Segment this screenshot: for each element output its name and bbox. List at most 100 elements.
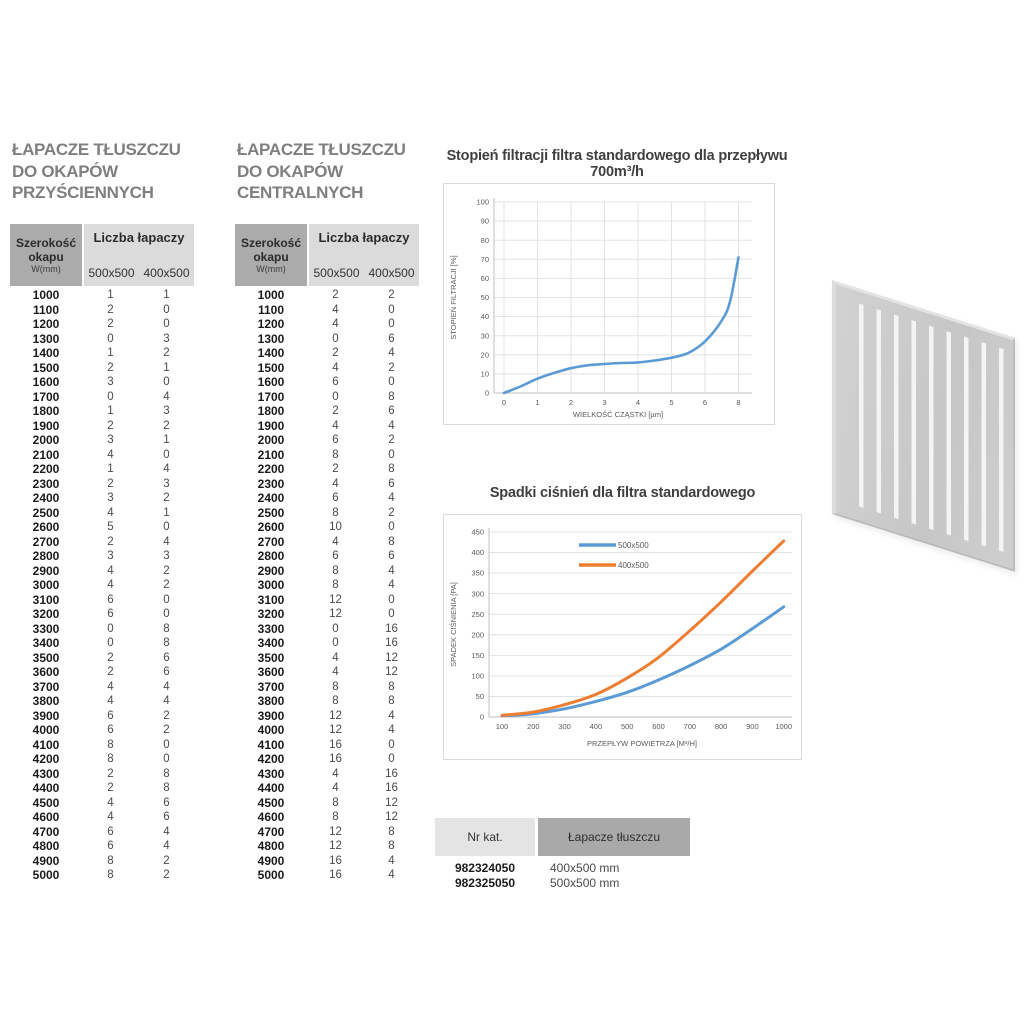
table-cell: 3 — [163, 550, 170, 562]
svg-text:4: 4 — [636, 398, 640, 407]
table-cell: 6 — [107, 724, 114, 736]
table-row: 1000 2 2 — [235, 288, 419, 303]
table-cell: 16 — [329, 753, 342, 765]
table-cell: 16 — [385, 622, 398, 635]
table-cell: 2 — [388, 361, 395, 374]
table-cell: 0 — [332, 332, 339, 345]
table-cell: 3 — [107, 492, 114, 504]
svg-text:500x500: 500x500 — [618, 541, 649, 550]
table-row: 1000 1 1 — [10, 288, 194, 303]
table-cell: 4 — [388, 724, 395, 736]
table-cell: 2800 — [257, 549, 285, 563]
table-cell: 1 — [163, 289, 170, 301]
table-cell: 4200 — [257, 752, 285, 766]
table-cell: 3400 — [32, 636, 60, 650]
grease-catchers-header: Łapacze tłuszczu — [538, 818, 690, 856]
table-cell: 3100 — [32, 592, 60, 607]
table-cell: 1600 — [257, 375, 285, 389]
header-unit-label: W(mm) — [256, 263, 286, 274]
table-cell: 1200 — [32, 317, 60, 331]
table-header: Szerokość okapu W(mm) Liczba łapaczy 500… — [235, 224, 419, 286]
wall-hoods-table: Szerokość okapu W(mm) Liczba łapaczy 500… — [10, 224, 194, 883]
table-cell: 12 — [329, 709, 342, 722]
table-cell: 6 — [107, 709, 114, 722]
svg-text:SPADEK CIŚNIENIA [PA]: SPADEK CIŚNIENIA [PA] — [449, 582, 458, 667]
table-body: 1000 2 2 1100 4 0 1200 4 0 1300 0 6 1400 2 4 1500 4 2 1600… — [235, 288, 419, 883]
table-cell: 2000 — [257, 433, 285, 447]
table-cell: 2500 — [257, 505, 285, 520]
table-cell: 8 — [388, 535, 395, 548]
table-cell: 0 — [163, 593, 170, 606]
table-cell: 2 — [332, 405, 339, 417]
svg-text:8: 8 — [736, 398, 740, 407]
table-cell: 4 — [163, 390, 170, 403]
table-cell: 1800 — [32, 404, 60, 418]
size-column-headers: 500x500 400x500 — [309, 250, 419, 286]
table-row: 4300 4 16 — [235, 767, 419, 782]
table-cell: 1100 — [257, 302, 285, 317]
table-cell: 6 — [107, 608, 114, 620]
table-cell: 4400 — [257, 781, 285, 795]
svg-text:0: 0 — [480, 713, 484, 722]
table-cell: 2400 — [32, 491, 60, 505]
table-row: 4600 8 12 — [235, 810, 419, 825]
table-cell: 3600 — [32, 665, 60, 679]
table-cell: 4300 — [257, 766, 285, 781]
table-cell: 1900 — [32, 418, 60, 433]
table-cell: 6 — [332, 434, 339, 446]
table-row: 3800 4 4 — [10, 694, 194, 709]
catalog-table-header: Nr kat. Łapacze tłuszczu — [435, 818, 690, 856]
table-cell: 4 — [332, 767, 339, 780]
table-cell: 6 — [163, 796, 170, 809]
table-cell: 1 — [163, 506, 170, 519]
group-header-label: Liczba łapaczy — [318, 229, 410, 245]
grease-filter-image — [832, 280, 1015, 572]
table-cell: 3000 — [32, 578, 60, 592]
table-cell: 0 — [388, 753, 395, 765]
table-cell: 8 — [107, 753, 114, 765]
table-cell: 2 — [163, 869, 170, 881]
table-cell: 1400 — [257, 346, 285, 360]
table-row: 4800 12 8 — [235, 839, 419, 854]
table-cell: 2 — [163, 579, 170, 591]
size-col-500x500: 500x500 — [313, 266, 360, 280]
table-cell: 2100 — [32, 447, 60, 462]
svg-text:100: 100 — [471, 671, 484, 680]
table-row: 1500 4 2 — [235, 361, 419, 376]
table-cell: 2900 — [257, 563, 285, 578]
svg-text:60: 60 — [481, 274, 489, 283]
table-cell: 8 — [332, 796, 339, 809]
table-cell: 6 — [163, 651, 170, 664]
catalog-table: Nr kat. Łapacze tłuszczu 982324050 400x50… — [435, 818, 690, 891]
table-cell: 6 — [107, 593, 114, 606]
table-row: 982325050 500x500 mm — [435, 876, 690, 891]
table-cell: 3400 — [257, 636, 285, 650]
table-cell: 1 — [107, 289, 114, 301]
table-cell: 4 — [107, 796, 114, 809]
svg-text:300: 300 — [471, 589, 484, 598]
table-cell: 0 — [163, 521, 170, 533]
table-cell: 12 — [329, 724, 342, 736]
svg-text:450: 450 — [471, 528, 484, 537]
table-cell: 12 — [329, 593, 342, 606]
table-cell: 2 — [332, 347, 339, 359]
table-cell: 1800 — [257, 404, 285, 418]
table-cell: 4300 — [32, 766, 60, 781]
table-cell: 4 — [163, 695, 170, 707]
table-row: 1700 0 4 — [10, 390, 194, 405]
table-cell: 8 — [163, 782, 170, 794]
table-cell: 12 — [329, 608, 342, 620]
table-cell: 4 — [332, 666, 339, 678]
table-cell: 2 — [388, 289, 395, 301]
table-cell: 3300 — [32, 621, 60, 636]
table-cell: 3500 — [32, 650, 60, 665]
table-row: 4400 4 16 — [235, 781, 419, 796]
table-cell: 6 — [332, 376, 339, 388]
table-cell: 6 — [388, 405, 395, 417]
size-col-400x500: 400x500 — [143, 266, 190, 280]
table-cell: 6 — [107, 840, 114, 852]
table-cell: 4 — [388, 564, 395, 577]
table-cell: 8 — [332, 695, 339, 707]
table-cell: 5000 — [32, 868, 60, 882]
table-row: 3300 0 16 — [235, 622, 419, 637]
